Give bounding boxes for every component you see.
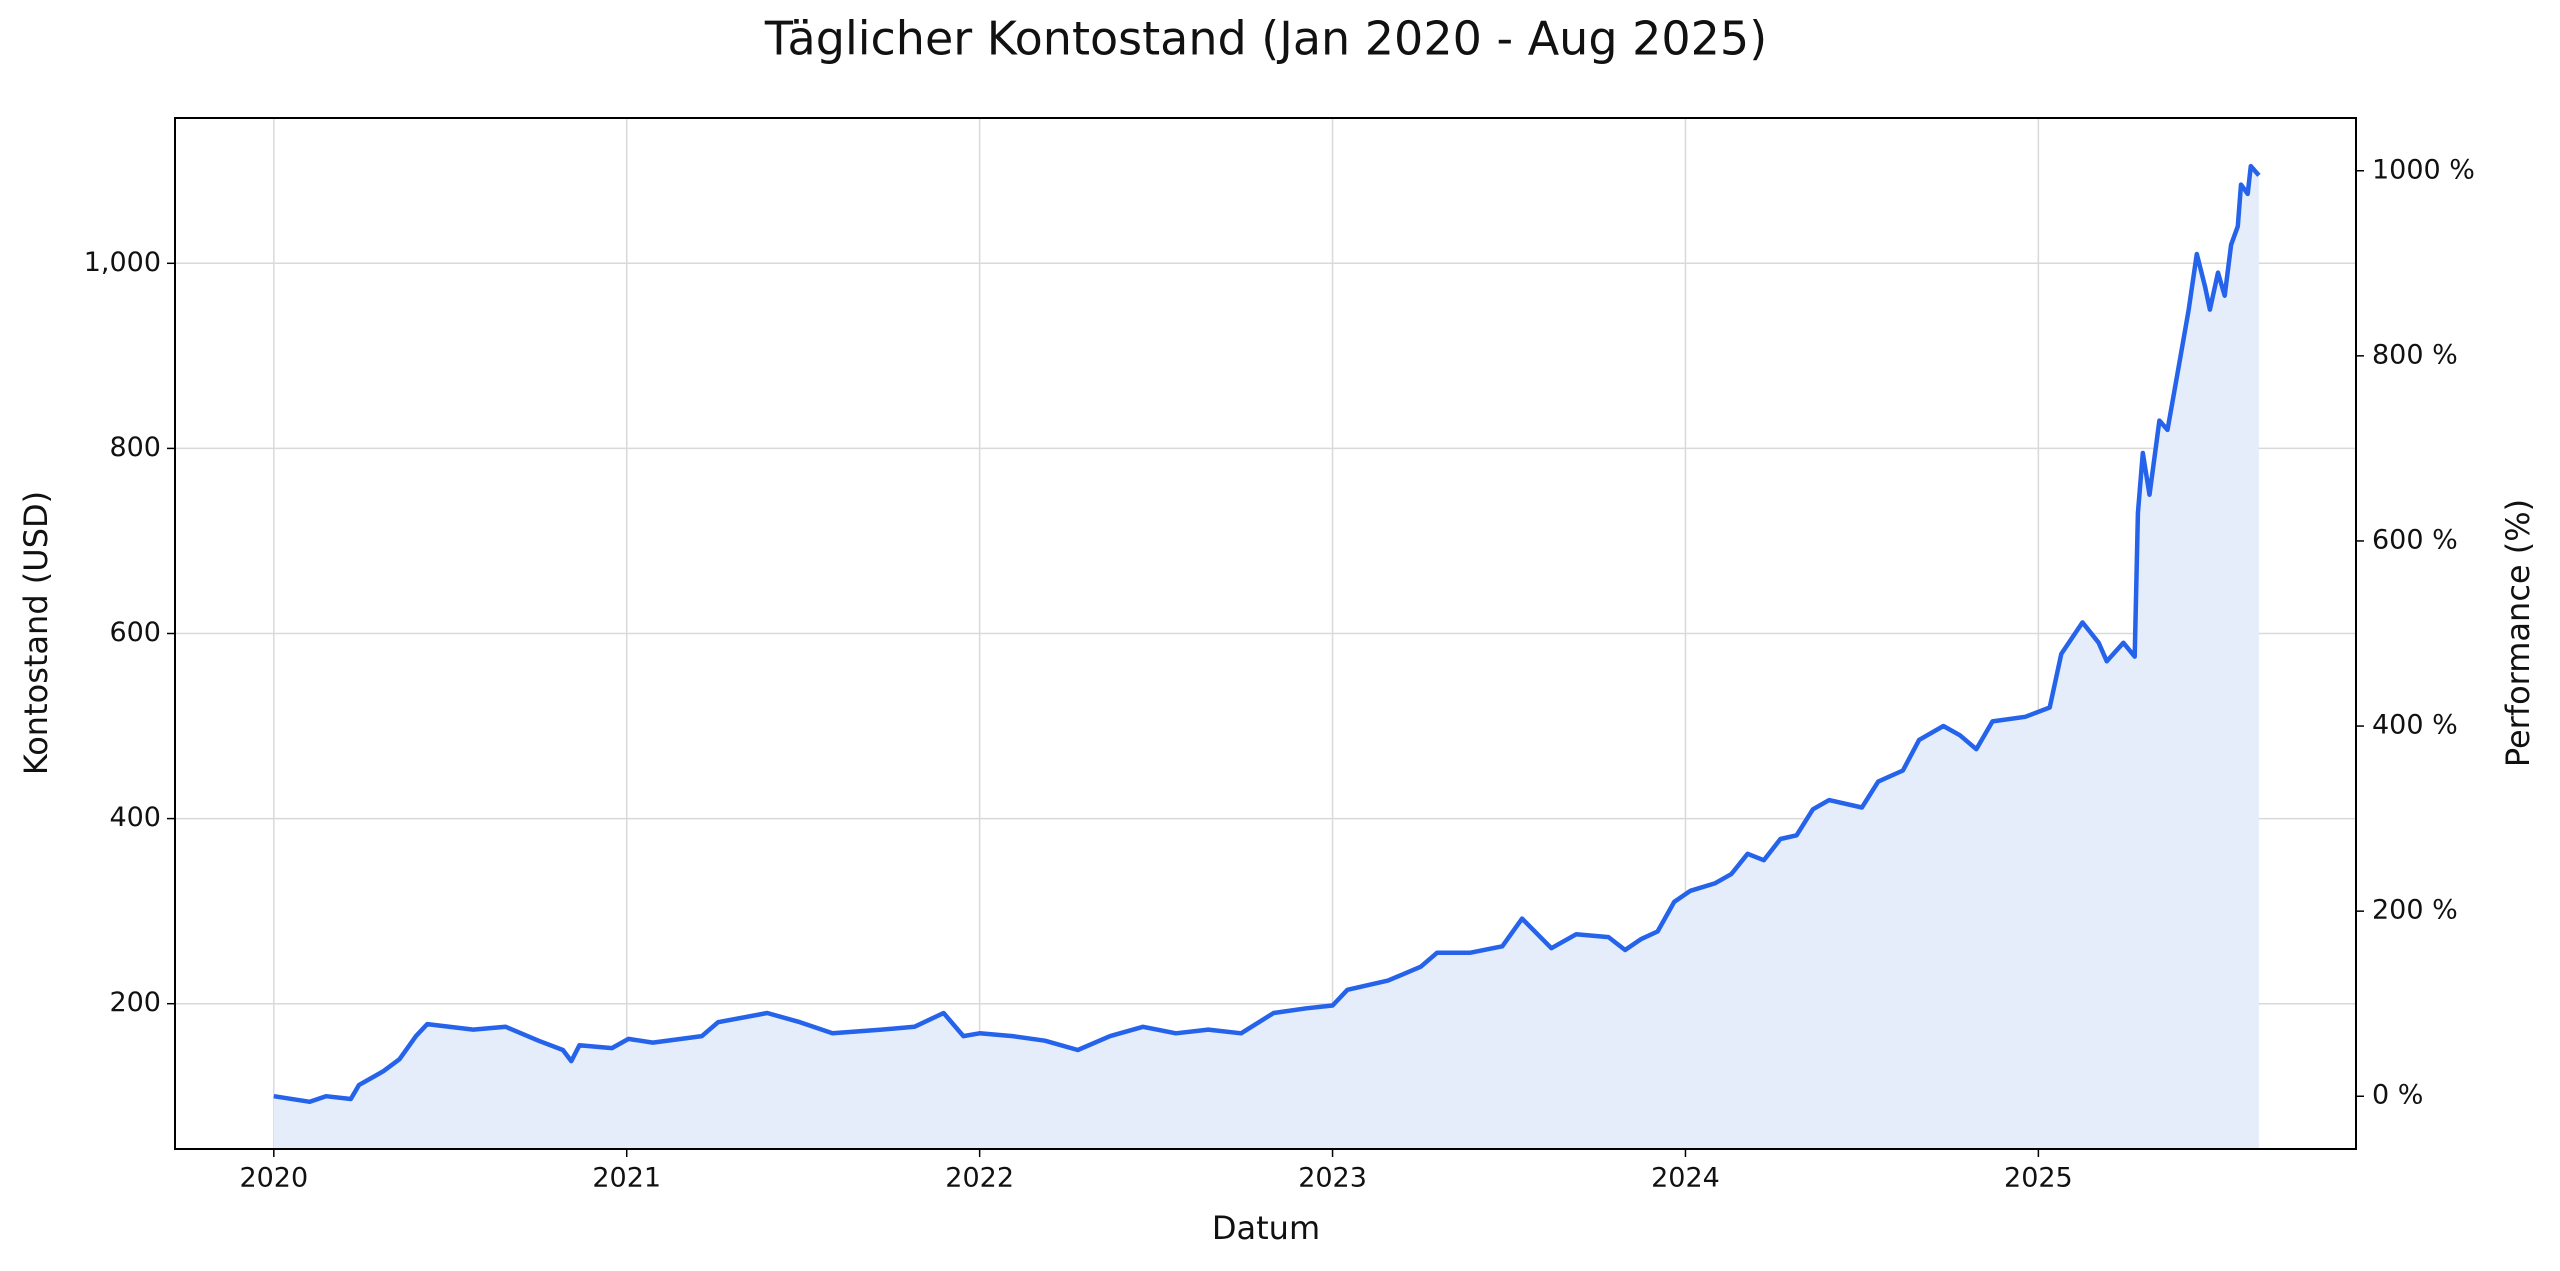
line — [273, 163, 2261, 1105]
y2-tick-label: 800 % — [2372, 339, 2458, 370]
y2-tick-label: 400 % — [2372, 710, 2458, 741]
y2-tick-label: 1000 % — [2372, 154, 2475, 185]
y2-axis-label: Performance (%) — [2499, 499, 2537, 767]
y-tick-label: 400 — [109, 802, 161, 833]
y-tick-label: 800 — [109, 432, 161, 463]
x-tick-label: 2022 — [945, 1163, 1014, 1194]
x-tick-label: 2020 — [239, 1163, 308, 1194]
x-axis-label: Datum — [1212, 1209, 1320, 1247]
x-tick-label: 2025 — [2004, 1163, 2073, 1194]
y2-tick-label: 600 % — [2372, 524, 2458, 555]
x-tick-label: 2024 — [1651, 1163, 1720, 1194]
y2-tick-label: 0 % — [2372, 1080, 2423, 1111]
x-tick-label: 2021 — [592, 1163, 661, 1194]
plot-frame — [174, 117, 2357, 1150]
y2-tick-label: 200 % — [2372, 895, 2458, 926]
y-axis-label: Kontostand (USD) — [17, 491, 55, 775]
area — [273, 166, 2259, 1150]
chart-title: Täglicher Kontostand (Jan 2020 - Aug 202… — [764, 12, 1767, 66]
y-tick-label: 600 — [109, 617, 161, 648]
y-tick-label: 1,000 — [84, 247, 161, 278]
y-tick-label: 200 — [109, 987, 161, 1018]
x-tick-label: 2023 — [1298, 1163, 1367, 1194]
